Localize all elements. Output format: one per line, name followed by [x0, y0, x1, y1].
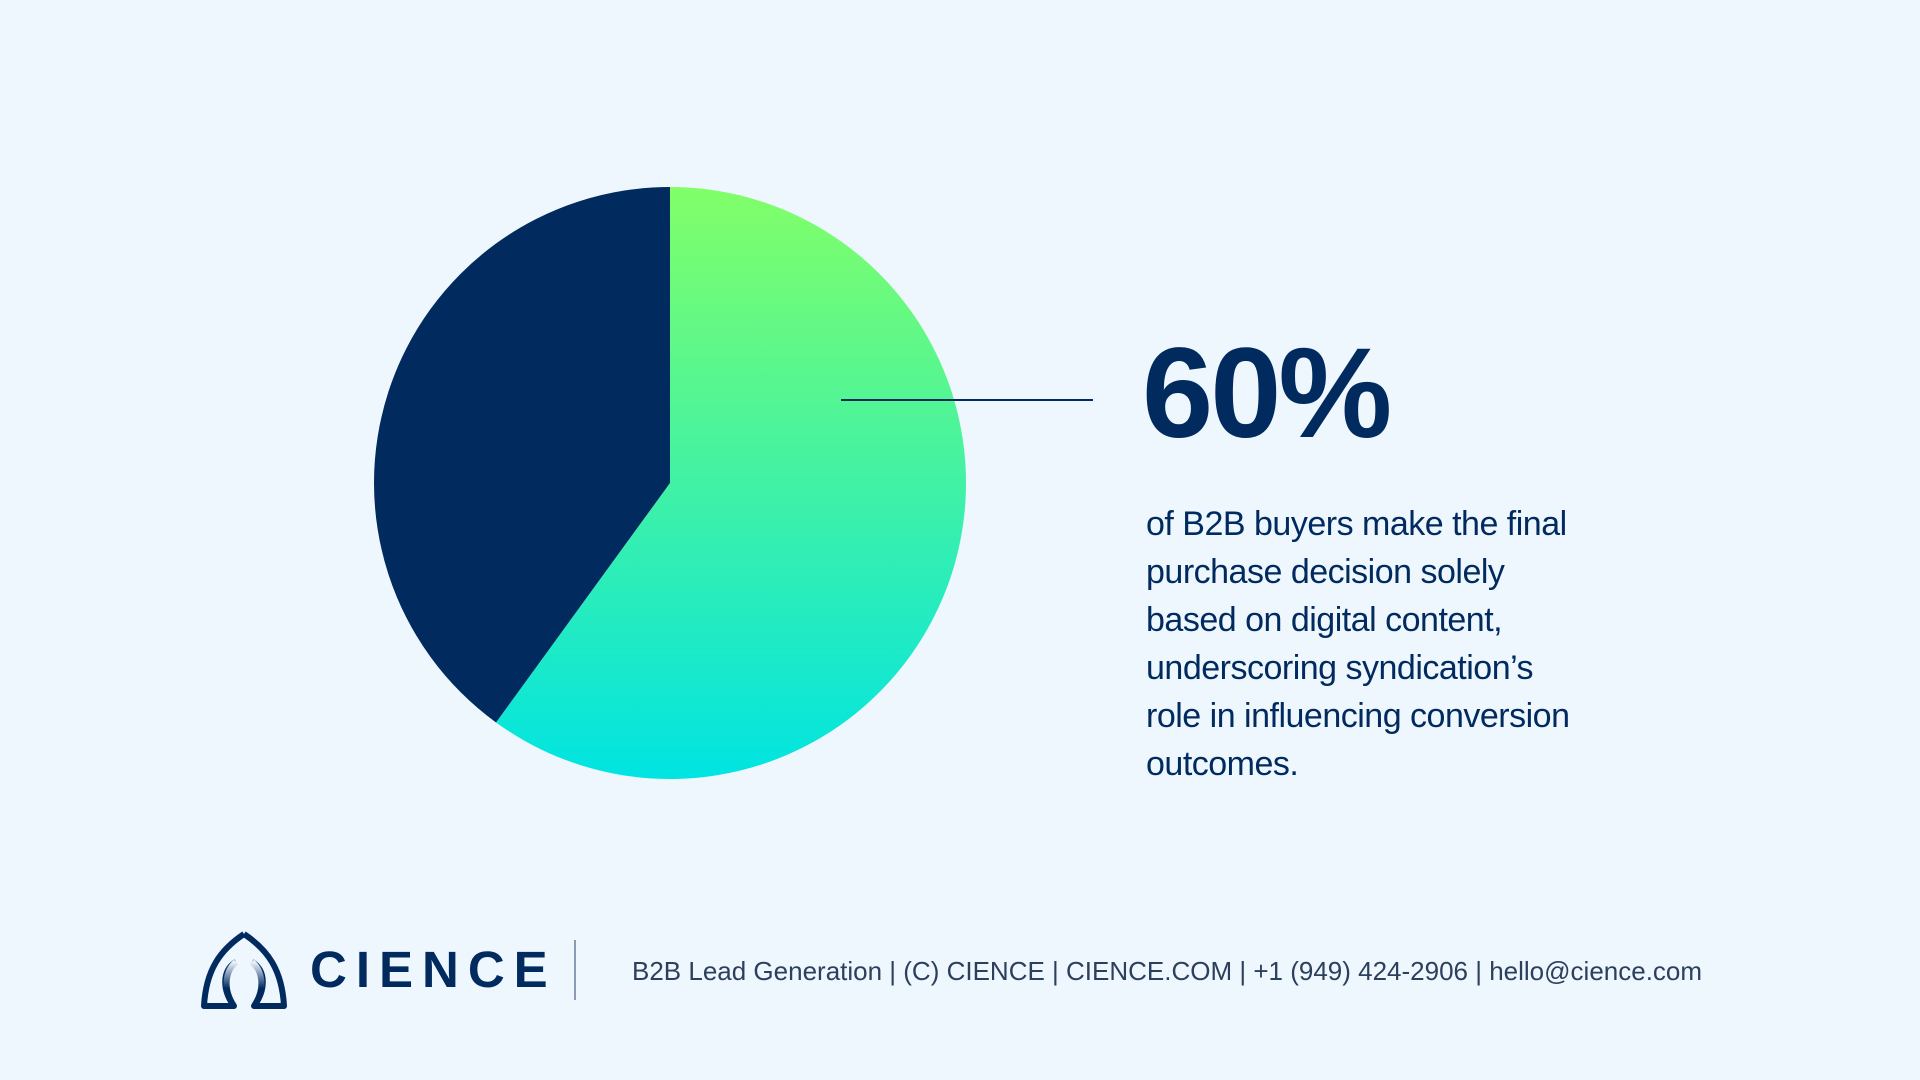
footer-divider — [574, 940, 576, 1000]
brand-name: CIENCE — [310, 941, 557, 998]
pie-slice-40 — [373, 187, 670, 723]
description-line: outcomes. — [1146, 745, 1299, 783]
footer-info: B2B Lead Generation | (C) CIENCE | CIENC… — [632, 956, 1703, 986]
description-line: purchase decision solely — [1146, 553, 1505, 591]
callout-description: of B2B buyers make the final purchase de… — [1146, 500, 1570, 788]
cience-logo-icon — [201, 931, 287, 1009]
description-line: based on digital content, — [1146, 601, 1503, 639]
pie-slice-60 — [496, 187, 966, 779]
description-line: underscoring syndication’s — [1146, 649, 1534, 687]
description-line: of B2B buyers make the final — [1146, 505, 1567, 543]
description-line: role in influencing conversion — [1146, 697, 1570, 735]
callout-value: 60% — [1142, 322, 1392, 465]
